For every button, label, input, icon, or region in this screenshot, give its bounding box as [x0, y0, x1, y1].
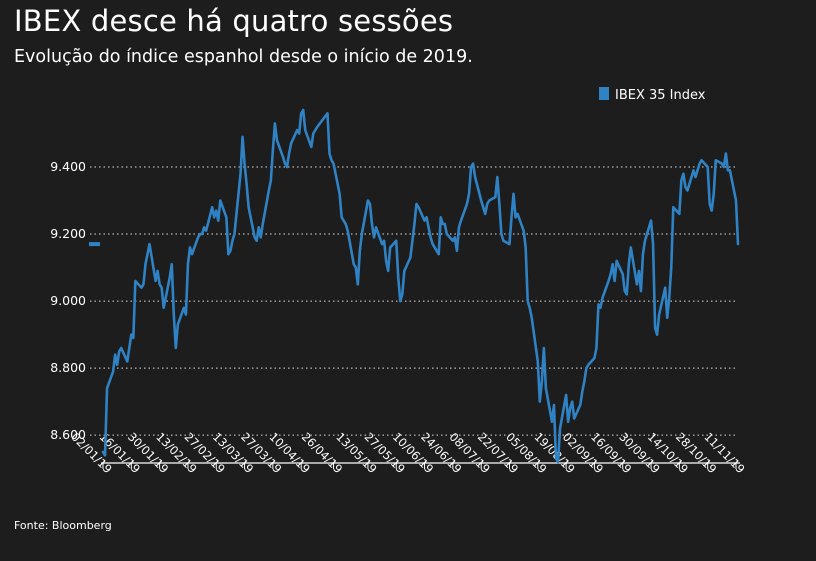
chart-title: IBEX desce há quatro sessões	[14, 4, 454, 38]
legend-swatch	[599, 87, 609, 100]
gridlines	[90, 166, 738, 436]
legend-label-ibex-35: IBEX 35 Index	[615, 88, 706, 103]
source-note: Fonte: Bloomberg	[14, 519, 112, 532]
y-axis: 8.600 8.800 9.000 9.200 9.400	[50, 159, 86, 442]
x-axis: 02/01/1916/01/1930/01/1913/02/1927/02/19…	[68, 430, 747, 476]
y-tick-label: 8.600	[50, 427, 86, 442]
y-tick-label: 9.000	[50, 293, 86, 308]
legend: IBEX 35 Index	[599, 87, 706, 103]
y-tick-label: 9.200	[50, 226, 86, 241]
series-group	[89, 108, 740, 464]
y-tick-label: 9.400	[50, 159, 86, 174]
series-line-ibex-35	[101, 108, 740, 464]
y-tick-label: 8.800	[50, 360, 86, 375]
chart-subtitle: Evolução do índice espanhol desde o iníc…	[14, 47, 473, 67]
last-value-marker	[89, 242, 100, 247]
